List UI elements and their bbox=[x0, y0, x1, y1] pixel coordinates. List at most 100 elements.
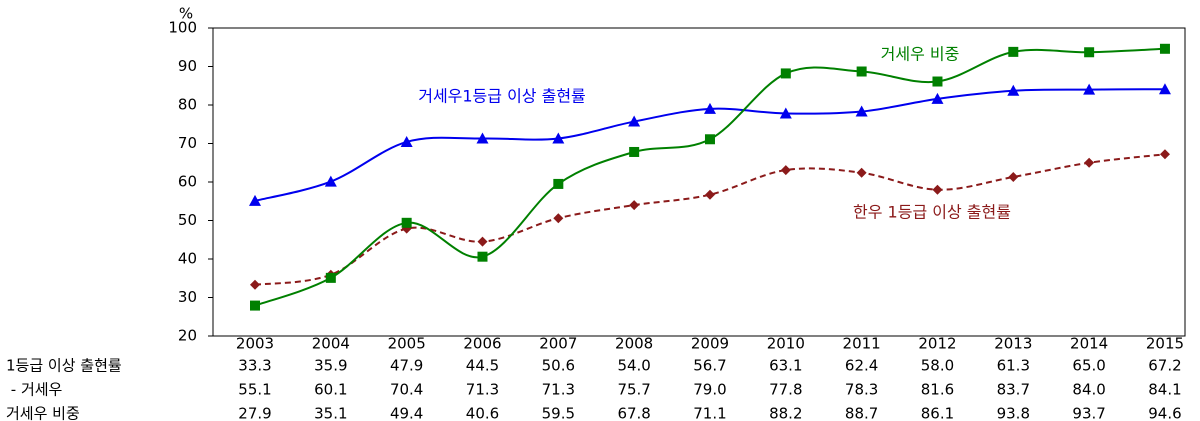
marker bbox=[932, 184, 943, 195]
row-label: - 거세우 bbox=[6, 381, 63, 399]
marker bbox=[553, 213, 564, 224]
marker bbox=[400, 135, 413, 147]
table-cell: 84.1 bbox=[1148, 381, 1181, 399]
table-cell: 33.3 bbox=[238, 357, 271, 375]
table-cell: 93.7 bbox=[1072, 405, 1105, 421]
y-tick-label: 40 bbox=[178, 250, 197, 268]
marker bbox=[703, 102, 716, 114]
marker bbox=[250, 279, 260, 290]
table-cell: 88.7 bbox=[845, 405, 878, 421]
table-cell: 59.5 bbox=[542, 405, 575, 421]
table-cell: 35.9 bbox=[314, 357, 347, 375]
table-cell: 86.1 bbox=[921, 405, 954, 421]
x-tick-label: 2006 bbox=[463, 335, 501, 353]
y-tick-label: 70 bbox=[178, 134, 197, 152]
y-tick-label: 100 bbox=[168, 19, 197, 37]
table-cell: 71.3 bbox=[542, 381, 575, 399]
marker bbox=[629, 146, 640, 157]
marker bbox=[1159, 149, 1170, 160]
x-tick-label: 2013 bbox=[994, 335, 1032, 353]
marker bbox=[629, 200, 640, 211]
x-tick-label: 2014 bbox=[1070, 335, 1108, 353]
table-cell: 44.5 bbox=[466, 357, 499, 375]
plot-frame bbox=[212, 27, 1186, 337]
x-tick-label: 2011 bbox=[843, 335, 881, 353]
marker bbox=[628, 115, 641, 127]
table-cell: 88.2 bbox=[769, 405, 802, 421]
table-cell: 78.3 bbox=[845, 381, 878, 399]
marker bbox=[1007, 84, 1020, 96]
marker bbox=[1083, 83, 1096, 95]
y-tick-label: 20 bbox=[178, 327, 197, 345]
marker bbox=[1158, 83, 1171, 95]
table-cell: 79.0 bbox=[693, 381, 726, 399]
table-cell: 71.3 bbox=[466, 381, 499, 399]
marker bbox=[1084, 157, 1095, 168]
marker bbox=[1008, 171, 1019, 182]
table-cell: 70.4 bbox=[390, 381, 423, 399]
table-cell: 93.8 bbox=[997, 405, 1030, 421]
table-cell: 27.9 bbox=[238, 405, 271, 421]
table-cell: 67.2 bbox=[1148, 357, 1181, 375]
table-cell: 47.9 bbox=[390, 357, 423, 375]
table-cell: 71.1 bbox=[693, 405, 726, 421]
y-tick-label: 60 bbox=[178, 173, 197, 191]
table-cell: 58.0 bbox=[921, 357, 954, 375]
marker bbox=[1008, 46, 1019, 57]
table-cell: 84.0 bbox=[1072, 381, 1105, 399]
marker bbox=[856, 66, 867, 77]
y-tick-label: 80 bbox=[178, 96, 197, 114]
table-cell: 75.7 bbox=[617, 381, 650, 399]
table-cell: 55.1 bbox=[238, 381, 271, 399]
y-axis-unit: % bbox=[179, 5, 193, 23]
table-cell: 77.8 bbox=[769, 381, 802, 399]
marker bbox=[325, 272, 336, 283]
y-tick-label: 30 bbox=[178, 288, 197, 306]
marker bbox=[401, 217, 412, 228]
x-tick-label: 2010 bbox=[767, 335, 805, 353]
row-label: 1등급 이상 출현률 bbox=[6, 357, 122, 375]
table-cell: 67.8 bbox=[617, 405, 650, 421]
marker bbox=[932, 76, 943, 87]
table-cell: 50.6 bbox=[542, 357, 575, 375]
marker bbox=[553, 178, 564, 189]
table-cell: 35.1 bbox=[314, 405, 347, 421]
marker bbox=[780, 165, 791, 176]
series-annotation: 거세우 비중 bbox=[881, 45, 960, 64]
marker bbox=[704, 134, 715, 145]
table-cell: 63.1 bbox=[769, 357, 802, 375]
series-line bbox=[254, 153, 1166, 286]
marker bbox=[704, 189, 715, 200]
table-cell: 81.6 bbox=[921, 381, 954, 399]
x-tick-label: 2009 bbox=[691, 335, 729, 353]
table-cell: 49.4 bbox=[390, 405, 423, 421]
x-tick-label: 2012 bbox=[918, 335, 956, 353]
marker bbox=[477, 236, 488, 247]
series-annotation: 거세우1등급 이상 출현률 bbox=[418, 87, 586, 106]
series-annotation: 한우 1등급 이상 출현률 bbox=[853, 203, 1011, 222]
marker bbox=[855, 105, 868, 117]
marker bbox=[476, 132, 489, 144]
marker bbox=[1159, 43, 1170, 54]
marker bbox=[249, 194, 261, 206]
marker bbox=[1084, 47, 1095, 58]
table-cell: 94.6 bbox=[1148, 405, 1181, 421]
x-tick-label: 2004 bbox=[312, 335, 350, 353]
x-tick-label: 2015 bbox=[1146, 335, 1184, 353]
y-tick-label: 50 bbox=[178, 211, 197, 229]
y-tick-label: 90 bbox=[178, 57, 197, 75]
table-cell: 62.4 bbox=[845, 357, 878, 375]
table-cell: 83.7 bbox=[997, 381, 1030, 399]
marker bbox=[856, 167, 867, 178]
marker bbox=[250, 300, 260, 311]
marker bbox=[779, 107, 792, 119]
marker bbox=[931, 92, 944, 104]
marker bbox=[324, 175, 337, 187]
table-cell: 61.3 bbox=[997, 357, 1030, 375]
x-tick-label: 2007 bbox=[539, 335, 577, 353]
series-line bbox=[254, 47, 1166, 307]
x-tick-label: 2008 bbox=[615, 335, 653, 353]
marker bbox=[552, 132, 565, 144]
x-tick-label: 2003 bbox=[236, 335, 274, 353]
